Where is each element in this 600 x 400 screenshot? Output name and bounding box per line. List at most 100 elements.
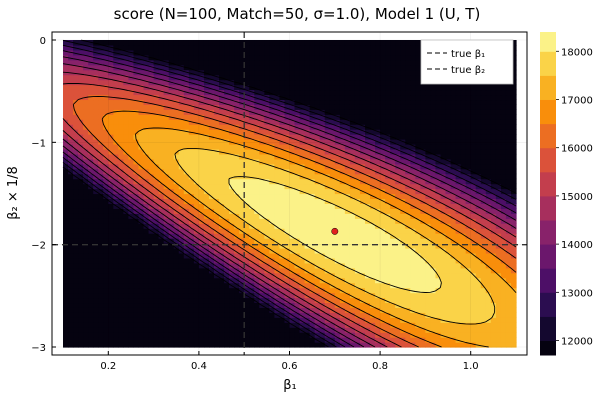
contour-cell	[365, 124, 371, 130]
contour-cell	[450, 163, 457, 170]
contour-cell	[375, 158, 381, 165]
contour-cell	[395, 203, 401, 209]
contour-cell	[83, 69, 89, 76]
contour-cell	[445, 292, 452, 299]
contour-cell	[163, 262, 170, 269]
contour-cell	[430, 134, 437, 140]
contour-cell	[460, 287, 467, 294]
contour-cell	[178, 104, 185, 110]
contour-cell	[450, 223, 457, 229]
contour-cell	[314, 178, 321, 185]
contour-cell	[224, 89, 230, 96]
contour-cell	[93, 327, 99, 333]
contour-cell	[294, 332, 301, 338]
contour-cell	[450, 134, 457, 140]
contour-cell	[93, 307, 99, 313]
contour-cell	[229, 89, 235, 96]
contour-cell	[103, 247, 109, 254]
contour-cell	[108, 312, 114, 318]
contour-cell	[490, 173, 497, 180]
contour-cell	[314, 188, 321, 195]
contour-cell	[359, 124, 366, 130]
contour-cell	[365, 114, 371, 120]
contour-cell	[98, 139, 104, 145]
contour-cell	[63, 262, 69, 269]
contour-cell	[108, 292, 114, 299]
contour-cell	[420, 292, 426, 299]
contour-cell	[294, 183, 301, 190]
contour-cell	[103, 233, 109, 239]
contour-cell	[193, 322, 200, 328]
contour-cell	[294, 94, 301, 101]
contour-cell	[203, 168, 210, 175]
contour-cell	[440, 312, 447, 318]
contour-cell	[314, 287, 321, 294]
contour-cell	[168, 198, 175, 204]
contour-cell	[203, 322, 210, 328]
contour-cell	[93, 218, 99, 224]
contour-cell	[224, 203, 230, 209]
contour-cell	[309, 84, 316, 91]
contour-cell	[269, 203, 275, 209]
contour-cell	[390, 218, 396, 224]
contour-cell	[83, 139, 89, 145]
contour-cell	[400, 74, 406, 81]
contour-cell	[274, 208, 281, 214]
contour-cell	[214, 287, 220, 294]
contour-cell	[314, 198, 321, 204]
contour-cell	[430, 198, 437, 204]
contour-cell	[203, 183, 210, 190]
contour-cell	[244, 153, 250, 160]
contour-cell	[375, 193, 381, 200]
contour-cell	[445, 228, 452, 234]
contour-cell	[173, 218, 180, 224]
contour-cell	[510, 99, 517, 105]
contour-cell	[153, 79, 160, 86]
contour-cell	[224, 188, 230, 195]
contour-cell	[450, 257, 457, 264]
contour-cell	[234, 327, 240, 333]
contour-cell	[208, 342, 215, 348]
contour-cell	[365, 307, 371, 313]
contour-cell	[68, 198, 74, 204]
contour-cell	[495, 218, 502, 224]
contour-cell	[440, 218, 447, 224]
contour-cell	[405, 238, 411, 244]
contour-cell	[249, 148, 255, 155]
contour-cell	[500, 267, 507, 274]
contour-cell	[274, 223, 281, 229]
contour-cell	[208, 148, 215, 155]
contour-cell	[163, 297, 170, 304]
contour-cell	[309, 238, 316, 244]
contour-cell	[380, 213, 386, 219]
contour-cell	[214, 129, 220, 135]
contour-cell	[385, 218, 391, 224]
contour-cell	[380, 307, 386, 313]
contour-cell	[244, 307, 250, 313]
contour-cell	[410, 223, 416, 229]
contour-cell	[113, 218, 119, 224]
contour-cell	[500, 243, 507, 249]
contour-cell	[435, 307, 442, 313]
contour-cell	[309, 233, 316, 239]
contour-cell	[309, 173, 316, 180]
contour-cell	[405, 233, 411, 239]
contour-cell	[380, 267, 386, 274]
contour-cell	[390, 317, 396, 323]
contour-cell	[123, 243, 130, 249]
contour-cell	[118, 124, 124, 130]
contour-cell	[244, 193, 250, 200]
contour-cell	[208, 213, 215, 219]
contour-cell	[98, 247, 104, 254]
contour-cell	[239, 322, 245, 328]
contour-cell	[390, 228, 396, 234]
contour-cell	[128, 297, 135, 304]
contour-cell	[123, 312, 130, 318]
contour-cell	[299, 109, 306, 115]
contour-cell	[334, 262, 341, 269]
contour-cell	[118, 272, 124, 279]
contour-cell	[88, 143, 94, 150]
contour-cell	[380, 247, 386, 254]
contour-cell	[430, 337, 437, 343]
contour-cell	[400, 238, 406, 244]
